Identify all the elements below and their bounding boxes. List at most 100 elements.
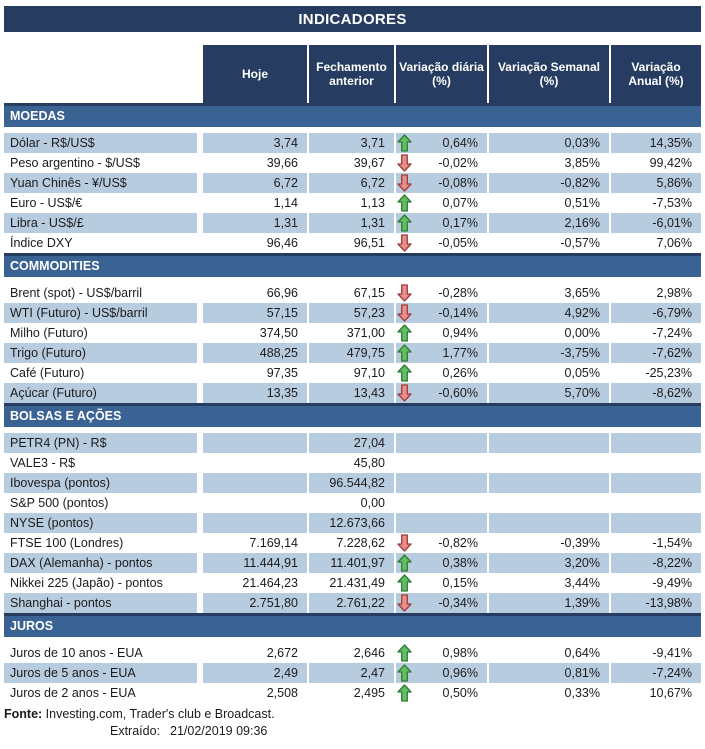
column-separator: [487, 663, 489, 683]
column-separator: [197, 663, 203, 683]
cell-hoje: 96,46: [203, 233, 307, 253]
column-separator: [394, 213, 396, 233]
column-separator: [197, 433, 203, 453]
column-separator: [307, 473, 309, 493]
section-title: MOEDAS: [10, 109, 65, 123]
cell-variacao-anual: -9,41%: [611, 643, 701, 663]
cell-hoje: 2,672: [203, 643, 307, 663]
table-row: Trigo (Futuro) 488,25 479,75 1,77% -3,75% -7,…: [4, 343, 701, 363]
table-header-row: Hoje Fechamento anterior Variação diária…: [4, 45, 701, 103]
cell-hoje: 374,50: [203, 323, 307, 343]
column-separator: [307, 573, 309, 593]
cell-variacao-diaria: -0,60%: [396, 383, 487, 403]
section-header: MOEDAS: [4, 103, 701, 127]
cell-hoje: 57,15: [203, 303, 307, 323]
up-arrow-icon: [397, 364, 412, 382]
cell-variacao-semanal: [489, 453, 609, 473]
up-arrow-icon: [397, 554, 412, 572]
cell-fechamento-anterior: 39,67: [309, 153, 394, 173]
column-separator: [609, 533, 611, 553]
column-separator: [609, 213, 611, 233]
cell-variacao-anual: -7,53%: [611, 193, 701, 213]
column-separator: [394, 283, 396, 303]
column-separator: [609, 453, 611, 473]
column-separator: [197, 593, 203, 613]
cell-hoje: 3,74: [203, 133, 307, 153]
column-separator: [609, 663, 611, 683]
column-separator: [307, 173, 309, 193]
column-separator: [487, 363, 489, 383]
section-header: COMMODITIES: [4, 253, 701, 277]
variacao-diaria-value: -0,28%: [438, 286, 478, 300]
cell-hoje: 2.751,80: [203, 593, 307, 613]
cell-variacao-diaria: 0,50%: [396, 683, 487, 703]
column-separator: [197, 453, 203, 473]
row-label: Trigo (Futuro): [4, 343, 197, 363]
indicators-panel: INDICADORES Hoje Fechamento anterior Var…: [0, 6, 705, 749]
table-row: Milho (Futuro) 374,50 371,00 0,94% 0,00% -7,2…: [4, 323, 701, 343]
column-separator: [609, 303, 611, 323]
cell-hoje: [203, 473, 307, 493]
column-separator: [609, 593, 611, 613]
cell-hoje: 21.464,23: [203, 573, 307, 593]
cell-variacao-anual: -8,22%: [611, 553, 701, 573]
cell-variacao-semanal: 0,81%: [489, 663, 609, 683]
row-label: Juros de 5 anos - EUA: [4, 663, 197, 683]
column-separator: [197, 173, 203, 193]
section-title: JUROS: [10, 619, 54, 633]
column-separator: [394, 383, 396, 403]
column-separator: [197, 133, 203, 153]
cell-hoje: [203, 433, 307, 453]
cell-variacao-semanal: [489, 513, 609, 533]
cell-variacao-anual: -13,98%: [611, 593, 701, 613]
cell-fechamento-anterior: 2,47: [309, 663, 394, 683]
row-label: PETR4 (PN) - R$: [4, 433, 197, 453]
cell-fechamento-anterior: 11.401,97: [309, 553, 394, 573]
cell-variacao-semanal: 5,70%: [489, 383, 609, 403]
table-row: S&P 500 (pontos) 0,00: [4, 493, 701, 513]
cell-variacao-diaria: 1,77%: [396, 343, 487, 363]
column-separator: [609, 473, 611, 493]
row-label: S&P 500 (pontos): [4, 493, 197, 513]
variacao-diaria-value: -0,82%: [438, 536, 478, 550]
variacao-diaria-value: 0,64%: [442, 136, 478, 150]
column-separator: [609, 643, 611, 663]
down-arrow-icon: [397, 234, 412, 252]
row-label: DAX (Alemanha) - pontos: [4, 553, 197, 573]
variacao-diaria-value: 0,26%: [442, 366, 478, 380]
cell-variacao-diaria: -0,05%: [396, 233, 487, 253]
cell-variacao-anual: -7,62%: [611, 343, 701, 363]
cell-hoje: 39,66: [203, 153, 307, 173]
table-row: Ibovespa (pontos) 96.544,82: [4, 473, 701, 493]
variacao-diaria-value: 0,38%: [442, 556, 478, 570]
down-arrow-icon: [397, 284, 412, 302]
column-separator: [394, 363, 396, 383]
cell-hoje: 1,14: [203, 193, 307, 213]
table-row: Açúcar (Futuro) 13,35 13,43 -0,60% 5,70% -8,6…: [4, 383, 701, 403]
cell-fechamento-anterior: 57,23: [309, 303, 394, 323]
table-row: Yuan Chinês - ¥/US$ 6,72 6,72 -0,08% -0,82% 5…: [4, 173, 701, 193]
cell-fechamento-anterior: 2,495: [309, 683, 394, 703]
up-arrow-icon: [397, 324, 412, 342]
column-separator: [487, 473, 489, 493]
row-label: Milho (Futuro): [4, 323, 197, 343]
cell-variacao-diaria: 0,17%: [396, 213, 487, 233]
cell-variacao-semanal: 3,44%: [489, 573, 609, 593]
cell-fechamento-anterior: 479,75: [309, 343, 394, 363]
extraction-timestamp: 21/02/2019 09:36: [170, 724, 268, 738]
column-separator: [394, 433, 396, 453]
cell-hoje: [203, 493, 307, 513]
cell-hoje: [203, 453, 307, 473]
column-separator: [307, 553, 309, 573]
cell-variacao-anual: 5,86%: [611, 173, 701, 193]
cell-variacao-anual: [611, 513, 701, 533]
cell-hoje: [203, 513, 307, 533]
cell-hoje: 66,96: [203, 283, 307, 303]
cell-variacao-diaria: [396, 473, 487, 493]
column-separator: [487, 573, 489, 593]
column-separator: [487, 643, 489, 663]
cell-variacao-semanal: [489, 493, 609, 513]
column-separator: [197, 473, 203, 493]
column-separator: [394, 153, 396, 173]
column-separator: [394, 683, 396, 703]
